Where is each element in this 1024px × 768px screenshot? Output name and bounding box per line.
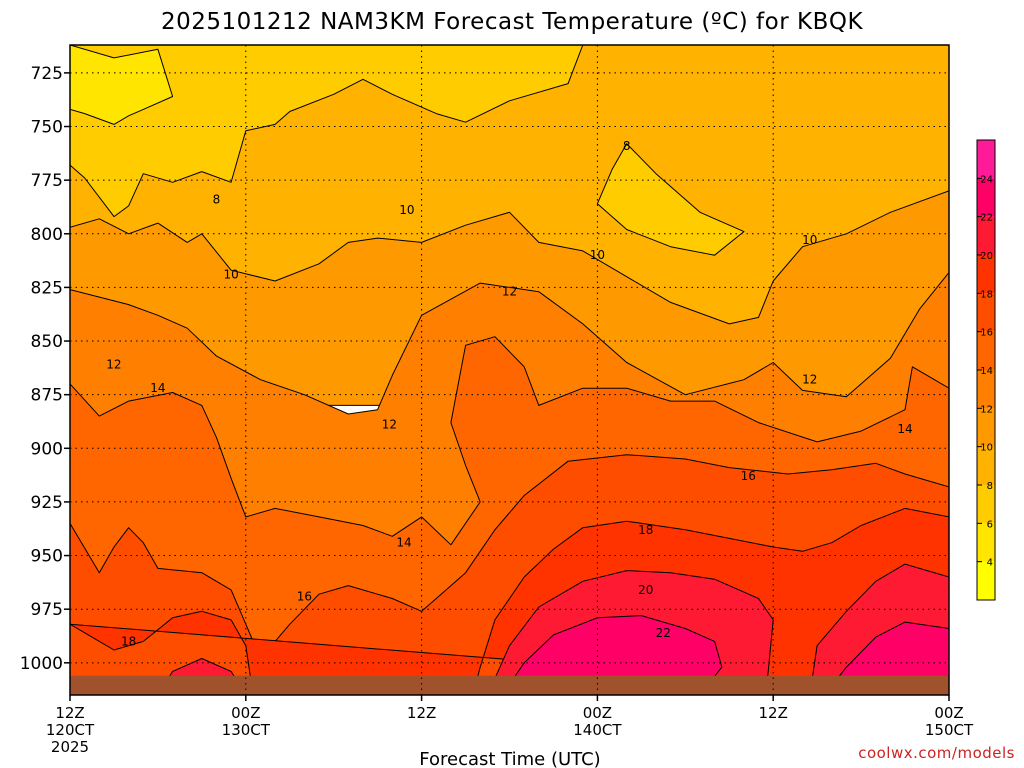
x-tick-label-5-2: 150CT: [925, 721, 974, 739]
y-tick-label-925: 925: [31, 493, 63, 513]
credit-text: coolwx.com/models: [858, 744, 1015, 762]
contour-label-6: 12: [106, 358, 121, 372]
color-legend: 4 6 8 10 12 14 16 18 20 22 24: [976, 139, 996, 601]
colorbar-swatch-6: [977, 331, 995, 370]
x-tick-label-0-2: 120CT: [46, 721, 95, 739]
colorbar-label-1: 6: [987, 519, 993, 530]
y-tick-label-850: 850: [31, 332, 63, 352]
contour-label-11: 14: [396, 536, 411, 550]
x-tick-label-3-1: 00Z: [583, 704, 612, 722]
contour-label-10: 14: [150, 381, 165, 395]
plot-area: 8 8 10 10 10 10 12 12 12 12 14 14 14 16 16 18 18 20 22: [70, 45, 949, 695]
colorbar-swatch-5: [977, 370, 995, 409]
colorbar-label-2: 8: [987, 481, 993, 492]
x-tick-label-0-3: 2025: [51, 738, 89, 756]
x-tick-label-5-1: 00Z: [934, 704, 963, 722]
contour-label-13: 16: [297, 589, 312, 603]
colorbar-label-0: 4: [987, 558, 993, 569]
contour-label-17: 20: [638, 583, 653, 597]
colorbar-swatch-1: [977, 523, 995, 562]
contour-label-16: 18: [638, 523, 653, 537]
colorbar-label-5: 14: [980, 366, 993, 377]
contour-label-5: 10: [802, 233, 817, 247]
colorbar-swatch-10: [977, 178, 995, 217]
x-axis-label: Forecast Time (UTC): [419, 749, 600, 768]
y-tick-label-825: 825: [31, 278, 63, 298]
ground-fill: [70, 675, 949, 695]
y-tick-label-1000: 1000: [20, 654, 63, 674]
colorbar-label-4: 12: [980, 404, 993, 415]
contour-label-0: 8: [213, 192, 221, 206]
x-tick-label-3-2: 140CT: [573, 721, 622, 739]
x-tick-label-1-1: 00Z: [231, 704, 260, 722]
temperature-regions: [70, 45, 949, 695]
grid-lines: [70, 45, 949, 695]
colorbar-label-7: 18: [980, 289, 993, 300]
colorbar-label-6: 16: [980, 328, 993, 339]
y-tick-label-975: 975: [31, 600, 63, 620]
temp-region-6-12: [596, 143, 745, 256]
contour-label-18: 22: [656, 626, 671, 640]
colorbar-label-3: 10: [980, 443, 993, 454]
contour-label-7: 12: [502, 285, 517, 299]
colorbar-label-10: 24: [980, 174, 993, 185]
y-tick-label-950: 950: [31, 547, 63, 567]
colorbar-swatch-9: [977, 216, 995, 255]
colorbar-label-8: 20: [980, 251, 993, 262]
contour-label-4: 10: [590, 248, 605, 262]
contour-label-1: 8: [623, 139, 631, 153]
colorbar-swatch-4: [977, 408, 995, 447]
y-tick-label-800: 800: [31, 225, 63, 245]
ground-layer: [70, 675, 949, 695]
colorbar-swatch-0: [977, 561, 995, 600]
plot-frame: [69, 44, 950, 696]
colorbar-swatch-11: [977, 140, 995, 179]
contour-label-8: 12: [382, 418, 397, 432]
pressure-axis: 725 750 775 800 825 850 875 900 925 950 975 1000: [20, 64, 70, 674]
contour-label-14: 16: [741, 469, 756, 483]
contour-label-3: 10: [399, 203, 414, 217]
x-tick-label-1-2: 130CT: [222, 721, 271, 739]
contour-label-2: 10: [224, 268, 239, 282]
y-tick-label-875: 875: [31, 386, 63, 406]
x-tick-label-4-1: 12Z: [759, 704, 788, 722]
colorbar-swatch-7: [977, 293, 995, 332]
colorbar-swatch-3: [977, 446, 995, 485]
contour-labels: 8 8 10 10 10 10 12 12 12 12 14 14 14 16 16 18 18 20 22: [106, 139, 912, 649]
colorbar-swatch-8: [977, 255, 995, 294]
colorbar-swatch-2: [977, 485, 995, 524]
colorbar-label-9: 22: [980, 213, 993, 224]
contour-label-9: 12: [802, 373, 817, 387]
x-tick-label-0-1: 12Z: [55, 704, 84, 722]
x-tick-label-2-1: 12Z: [407, 704, 436, 722]
y-tick-label-775: 775: [31, 171, 63, 191]
contour-label-15: 18: [121, 634, 136, 648]
temp-region-4-13: [70, 45, 174, 125]
temp-region-6-11: [70, 45, 584, 218]
y-tick-label-750: 750: [31, 118, 63, 138]
chart-title: 2025101212 NAM3KM Forecast Temperature (…: [161, 9, 863, 35]
y-tick-label-900: 900: [31, 439, 63, 459]
y-tick-label-725: 725: [31, 64, 63, 84]
contour-label-12: 14: [897, 422, 912, 436]
